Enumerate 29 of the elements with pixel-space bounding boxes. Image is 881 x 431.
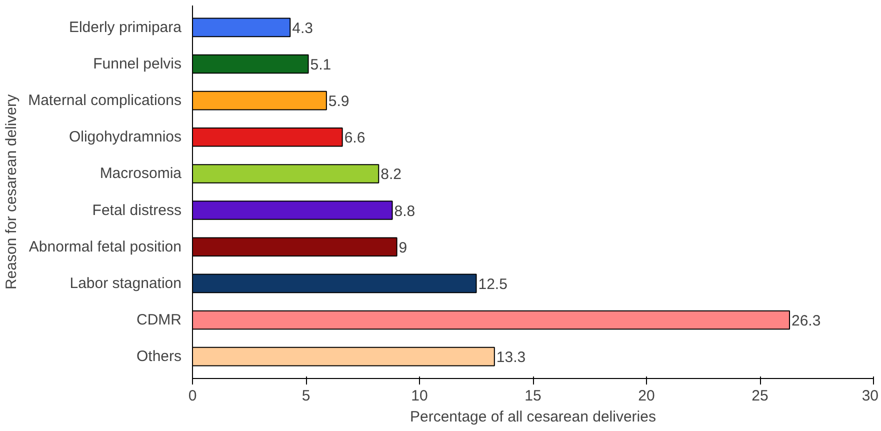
data-label: 5.1 <box>310 56 332 74</box>
data-label: 13.3 <box>496 349 526 366</box>
data-label: 5.9 <box>328 93 350 110</box>
data-label: 26.3 <box>792 312 821 330</box>
x-tick-label: 15 <box>524 388 542 404</box>
data-label: 9 <box>398 239 408 256</box>
x-tick-label: 25 <box>752 388 768 404</box>
y-tick-label: Funnel pelvis <box>93 56 182 73</box>
x-tick-label: 0 <box>188 388 197 404</box>
y-tick-label: Elderly primipara <box>68 18 182 36</box>
y-tick-label: Others <box>136 348 182 366</box>
x-tick-label: 5 <box>302 388 310 404</box>
x-tick-label: 30 <box>862 388 879 404</box>
y-tick-label: Fetal distress <box>92 202 182 219</box>
data-label: 8.8 <box>394 202 416 220</box>
x-tick-label: 10 <box>411 388 428 404</box>
y-tick-label: Maternal complications <box>28 92 182 110</box>
y-tick-label: CDMR <box>136 311 182 328</box>
y-tick-label: Abnormal fetal position <box>28 238 182 256</box>
y-tick-label: Oligohydramnios <box>68 128 182 146</box>
data-label: 4.3 <box>292 20 313 37</box>
y-tick-label: Labor stagnation <box>70 274 182 292</box>
x-tick-label: 20 <box>638 388 655 404</box>
data-label: 12.5 <box>478 276 508 293</box>
x-axis-title: Percentage of all cesarean deliveries <box>410 408 656 426</box>
y-tick-label: Macrosomia <box>100 165 182 182</box>
y-axis-title: Reason for cesarean delivery <box>3 94 20 290</box>
data-label: 6.6 <box>344 130 366 147</box>
data-label: 8.2 <box>380 166 402 184</box>
